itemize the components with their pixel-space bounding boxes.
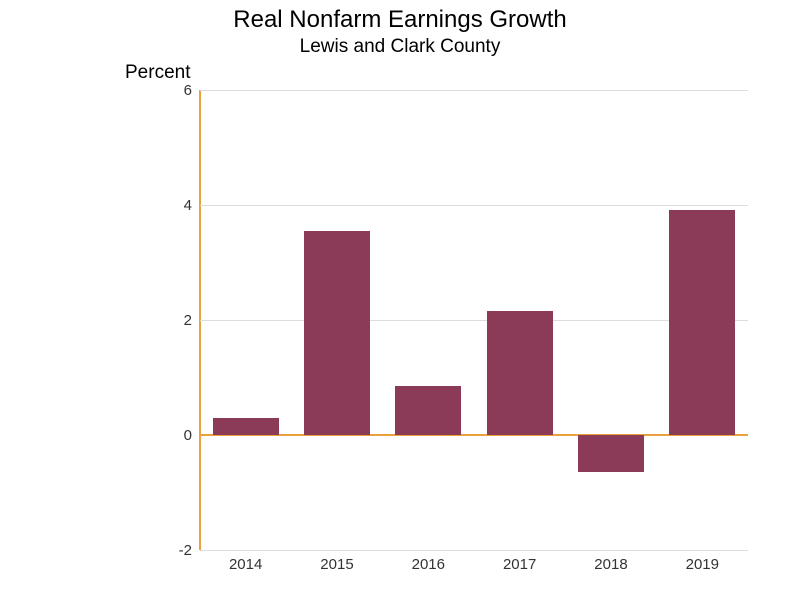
gridline	[200, 90, 748, 91]
zero-line	[200, 434, 748, 436]
gridline	[200, 205, 748, 206]
x-tick-label: 2017	[474, 556, 565, 573]
bar	[304, 231, 370, 435]
x-tick-label: 2018	[565, 556, 656, 573]
y-tick-label: 0	[152, 427, 192, 444]
plot-area	[200, 90, 748, 550]
y-tick-label: 6	[152, 82, 192, 99]
chart-subtitle: Lewis and Clark County	[0, 36, 800, 58]
bar	[578, 435, 644, 472]
x-tick-label: 2015	[291, 556, 382, 573]
bar	[487, 311, 553, 435]
bar	[213, 418, 279, 435]
x-tick-label: 2014	[200, 556, 291, 573]
gridline	[200, 550, 748, 551]
bar	[395, 386, 461, 435]
bar	[669, 210, 735, 435]
y-tick-label: 4	[152, 197, 192, 214]
x-tick-label: 2016	[383, 556, 474, 573]
x-tick-label: 2019	[657, 556, 748, 573]
y-tick-label: -2	[152, 542, 192, 559]
chart-container: Real Nonfarm Earnings Growth Lewis and C…	[0, 0, 800, 600]
y-tick-label: 2	[152, 312, 192, 329]
gridline	[200, 320, 748, 321]
chart-title: Real Nonfarm Earnings Growth	[0, 6, 800, 34]
